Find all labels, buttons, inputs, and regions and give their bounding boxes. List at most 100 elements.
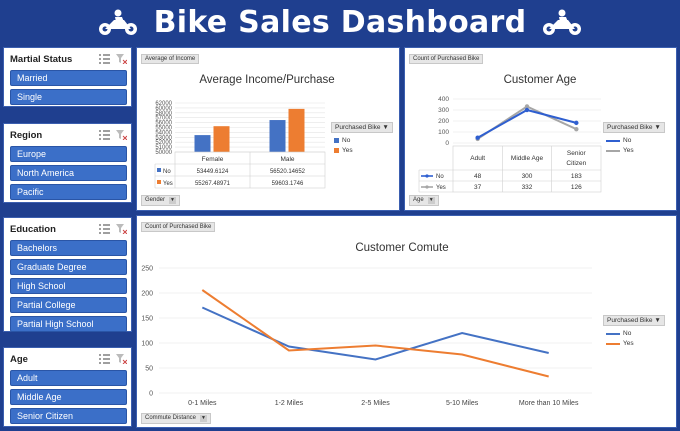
slicer-item-high-school[interactable]: High School — [10, 278, 127, 294]
legend-label: Yes — [623, 147, 634, 154]
x-category-label: Citizen — [566, 160, 586, 167]
table-cell: 55267.48971 — [195, 181, 231, 187]
legend-filter-button[interactable]: Purchased Bike ▼ — [603, 122, 665, 133]
x-tick-label: 5-10 Miles — [446, 400, 479, 407]
clear-filter-icon[interactable] — [116, 354, 127, 364]
axis-field-label: Gender — [145, 197, 166, 203]
chart-title: Customer Age — [503, 74, 577, 86]
multi-select-icon[interactable] — [99, 54, 110, 64]
slicer-region: Region Europe North America Pacific — [3, 123, 132, 203]
motorbike-icon — [98, 9, 137, 35]
commute-line-chart: 0 50 100 150 200 250 0-1 Miles 1-2 Miles 2-5 Mil… — [141, 266, 592, 407]
legend-swatch — [606, 149, 620, 152]
axis-field-tag[interactable]: Commute Distance ▼ — [141, 413, 212, 424]
multi-select-icon[interactable] — [99, 130, 110, 140]
y-tick-label: 0 — [445, 140, 449, 147]
x-tick-label: 1-2 Miles — [275, 400, 304, 407]
slicer-item-partial-high-school[interactable]: Partial High School — [10, 316, 127, 332]
slicer-item-partial-college[interactable]: Partial College — [10, 297, 127, 313]
axis-field-tag[interactable]: Gender ▼ — [141, 195, 181, 206]
slicer-title: Education — [10, 223, 56, 235]
chart-legend: Purchased Bike ▼ No Yes — [603, 315, 665, 347]
y-tick-label: 250 — [141, 266, 153, 273]
slicer-item-north-america[interactable]: North America — [10, 165, 127, 181]
table-cell: 300 — [522, 173, 533, 180]
income-bar-chart: 5000051000520005300054000550005600057000… — [154, 101, 326, 189]
slicer-item-middle-age[interactable]: Middle Age — [10, 389, 127, 405]
clear-filter-icon[interactable] — [116, 130, 127, 140]
data-point-yes — [524, 104, 530, 109]
table-cell: 56520.14652 — [270, 169, 306, 175]
axis-field-label: Commute Distance — [145, 415, 197, 421]
bar-yes-male — [288, 108, 305, 152]
slicer-title: Region — [10, 129, 43, 141]
legend-swatch — [334, 138, 339, 143]
value-field-tag[interactable]: Count of Purchased Bike — [409, 54, 484, 64]
y-tick-label: 62000 — [155, 101, 172, 107]
table-cell: 48 — [474, 173, 482, 180]
data-point-no — [574, 120, 579, 126]
value-field-label: Count of Purchased Bike — [413, 56, 480, 62]
x-category-label: Female — [202, 156, 224, 163]
slicer-item-adult[interactable]: Adult — [10, 370, 127, 386]
y-tick-label: 60000 — [155, 106, 172, 112]
table-legend-key — [157, 168, 161, 172]
y-tick-label: 52000 — [155, 140, 172, 146]
clear-filter-icon[interactable] — [116, 224, 127, 234]
legend-swatch — [334, 148, 339, 153]
y-tick-label: 51000 — [155, 145, 172, 151]
multi-select-icon[interactable] — [99, 224, 110, 234]
legend-label: No — [623, 330, 632, 337]
slicer-item-senior-citizen[interactable]: Senior Citizen — [10, 408, 127, 424]
y-tick-label: 0 — [149, 391, 153, 398]
slicer-title: Martial Status — [10, 53, 73, 65]
bar-yes-female — [213, 126, 230, 152]
clear-filter-icon[interactable] — [116, 54, 127, 64]
legend-item-no: No — [606, 330, 665, 337]
axis-field-tag[interactable]: Age ▼ — [409, 195, 439, 206]
value-field-tag[interactable]: Count of Purchased Bike — [141, 222, 216, 232]
y-tick-label: 100 — [141, 341, 153, 348]
legend-swatch — [606, 332, 620, 335]
commute-chart-panel: Count of Purchased Bike Customer Comute … — [136, 215, 677, 428]
legend-item-no: No — [606, 137, 665, 144]
y-tick-label: 400 — [438, 96, 449, 103]
table-legend-marker — [425, 185, 429, 189]
table-row-label: Yes — [163, 181, 173, 187]
slicer-item-married[interactable]: Married — [10, 70, 127, 86]
bar-no-male — [269, 120, 286, 152]
bar-no-female — [194, 135, 211, 152]
slicer-education: Education Bachelors Graduate Degree High… — [3, 217, 132, 332]
age-line-chart: 0 100 200 300 400 Adult Middle Age Senior Citize… — [418, 96, 602, 193]
table-legend-marker — [425, 174, 429, 178]
series-line-no — [201, 306, 549, 361]
value-field-tag[interactable]: Average of Income — [141, 54, 200, 64]
slicer-item-graduate-degree[interactable]: Graduate Degree — [10, 259, 127, 275]
slicer-item-pacific[interactable]: Pacific — [10, 184, 127, 200]
data-point-yes — [574, 126, 579, 132]
legend-filter-button[interactable]: Purchased Bike ▼ — [331, 122, 393, 133]
chart-legend: Purchased Bike ▼ No Yes — [331, 122, 393, 154]
table-cell: 59603.1746 — [272, 181, 304, 187]
slicer-item-europe[interactable]: Europe — [10, 146, 127, 162]
slicer-item-single[interactable]: Single — [10, 89, 127, 105]
table-cell: 53449.6124 — [197, 169, 229, 175]
legend-filter-button[interactable]: Purchased Bike ▼ — [603, 315, 665, 326]
legend-item-no: No — [334, 137, 393, 144]
dropdown-icon: ▼ — [200, 415, 208, 422]
table-row-label: No — [163, 169, 171, 175]
slicer-item-bachelors[interactable]: Bachelors — [10, 240, 127, 256]
legend-swatch — [606, 139, 620, 142]
multi-select-icon[interactable] — [99, 354, 110, 364]
x-category-label: Adult — [470, 155, 485, 162]
x-tick-label: 0-1 Miles — [188, 400, 217, 407]
x-category-label: Middle Age — [511, 155, 544, 162]
slicer-age: Age Adult Middle Age Senior Citizen — [3, 347, 132, 427]
data-point-no — [475, 135, 480, 140]
value-field-label: Average of Income — [145, 56, 196, 62]
dashboard-title: Bike Sales Dashboard — [153, 4, 527, 40]
age-chart-panel: Count of Purchased Bike Customer Age 0 10… — [404, 47, 677, 211]
dropdown-icon: ▼ — [169, 197, 177, 204]
y-tick-label: 55000 — [155, 126, 172, 132]
slicer-title: Age — [10, 353, 28, 365]
